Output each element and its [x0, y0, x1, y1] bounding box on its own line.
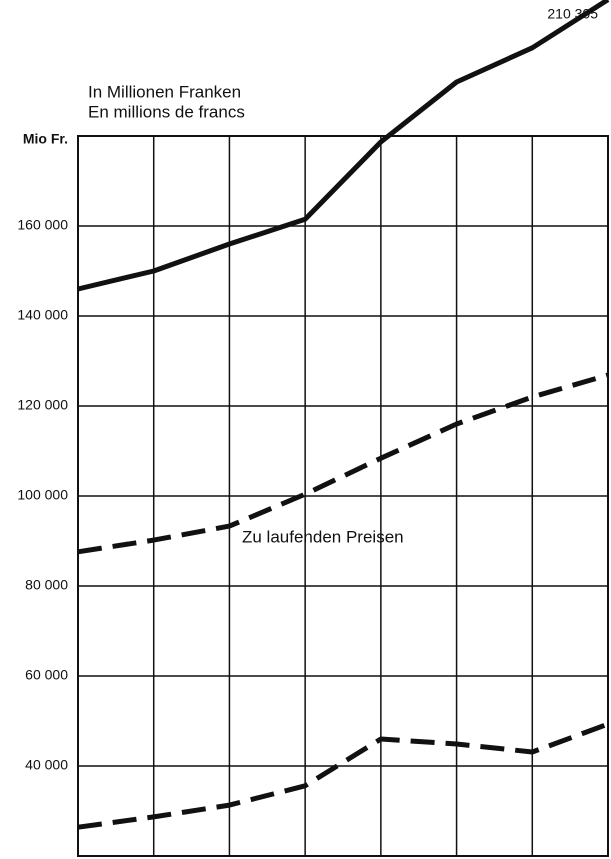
- series-line: [77, 721, 609, 830]
- y-tick-label: 160 000: [17, 217, 68, 233]
- y-tick-label: 120 000: [17, 397, 68, 413]
- y-tick-label: 40 000: [25, 757, 68, 773]
- y-tick-label: 80 000: [25, 577, 68, 593]
- annotation: Zu laufenden Preisen: [242, 527, 404, 546]
- series-line: [77, 0, 610, 292]
- y-axis-label: Mio Fr.: [23, 131, 68, 147]
- y-tick-label: 60 000: [25, 667, 68, 683]
- chart-subtitle: En millions de francs: [88, 102, 245, 121]
- chart-title: In Millionen Franken: [88, 82, 241, 101]
- y-tick-label: 100 000: [17, 487, 68, 503]
- value-label: 210 305: [547, 6, 598, 22]
- y-tick-label: 140 000: [17, 307, 68, 323]
- series-line: [77, 372, 609, 555]
